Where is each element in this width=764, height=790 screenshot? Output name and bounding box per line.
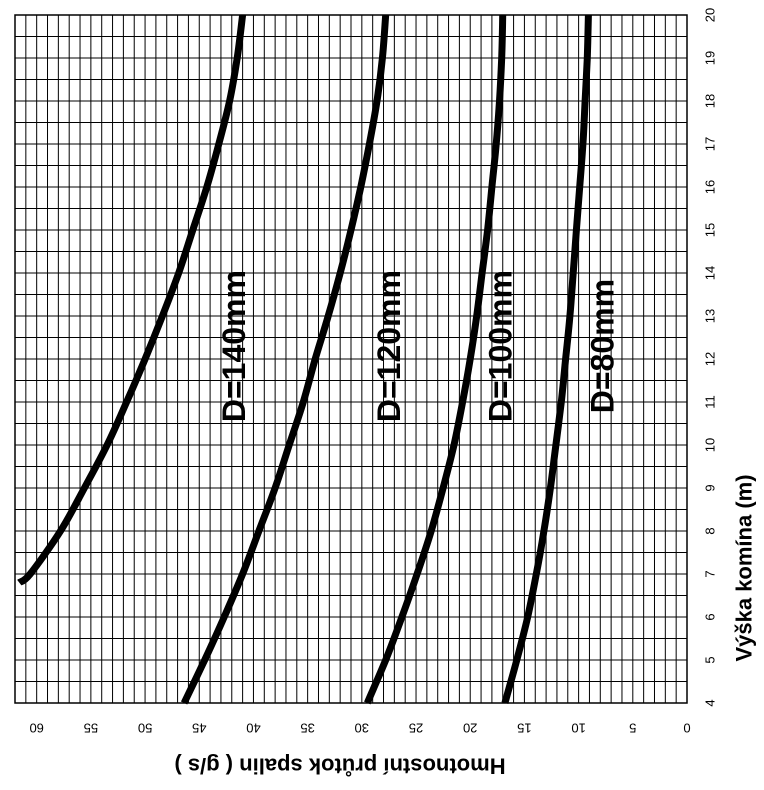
y-axis-title: Hmotnostní průtok spalin ( g/s ) xyxy=(174,754,505,779)
y-tick-label: 50 xyxy=(138,721,152,736)
curve-label-d-80mm: D=80mm xyxy=(585,279,621,413)
x-axis-title: Výška komína (m) xyxy=(732,474,757,661)
x-tick-label: 6 xyxy=(703,613,718,620)
series-line-d-140mm xyxy=(17,14,247,586)
x-tick-label: 5 xyxy=(703,656,718,663)
curves xyxy=(17,14,592,705)
y-tick-label: 30 xyxy=(355,721,369,736)
x-tick-label: 10 xyxy=(703,438,718,452)
y-tick-label: 0 xyxy=(683,721,690,736)
y-tick-label: 45 xyxy=(192,721,206,736)
y-tick-labels: 0 5 10 15 20 25 30 35 40 45 50 55 60 xyxy=(29,721,690,736)
x-tick-label: 7 xyxy=(703,570,718,577)
y-tick-label: 5 xyxy=(629,721,636,736)
y-tick-label: 25 xyxy=(409,721,423,736)
x-tick-label: 12 xyxy=(703,352,718,366)
x-tick-label: 9 xyxy=(703,484,718,491)
x-tick-label: 11 xyxy=(703,395,718,409)
y-tick-label: 10 xyxy=(571,721,585,736)
series-line-d-80mm xyxy=(501,14,592,704)
y-tick-label: 15 xyxy=(517,721,531,736)
x-tick-label: 16 xyxy=(703,180,718,194)
x-tick-label: 17 xyxy=(703,137,718,151)
curve-label-d-100mm: D=100mm xyxy=(483,270,519,422)
x-tick-labels: 4 5 6 7 8 9 10 11 12 13 14 15 16 17 18 19 20 xyxy=(703,8,718,707)
curve-label-d-120mm: D=120mm xyxy=(371,270,407,422)
x-tick-label: 20 xyxy=(703,8,718,22)
series-line-d-100mm xyxy=(364,14,507,705)
y-tick-label: 40 xyxy=(246,721,260,736)
x-tick-label: 8 xyxy=(703,527,718,534)
y-tick-label: 60 xyxy=(29,721,43,736)
y-tick-label: 20 xyxy=(463,721,477,736)
curve-labels: D=140mm D=120mm D=100mm D=80mm xyxy=(216,270,621,422)
x-tick-label: 13 xyxy=(703,309,718,323)
y-tick-label: 55 xyxy=(84,721,98,736)
x-tick-label: 14 xyxy=(703,266,718,280)
x-tick-label: 4 xyxy=(703,699,718,706)
x-tick-label: 15 xyxy=(703,223,718,237)
series-line-d-120mm xyxy=(180,14,390,705)
curve-label-d-140mm: D=140mm xyxy=(216,270,252,422)
x-tick-label: 19 xyxy=(703,51,718,65)
x-tick-label: 18 xyxy=(703,94,718,108)
plot-frame xyxy=(14,14,688,704)
y-tick-label: 35 xyxy=(300,721,314,736)
